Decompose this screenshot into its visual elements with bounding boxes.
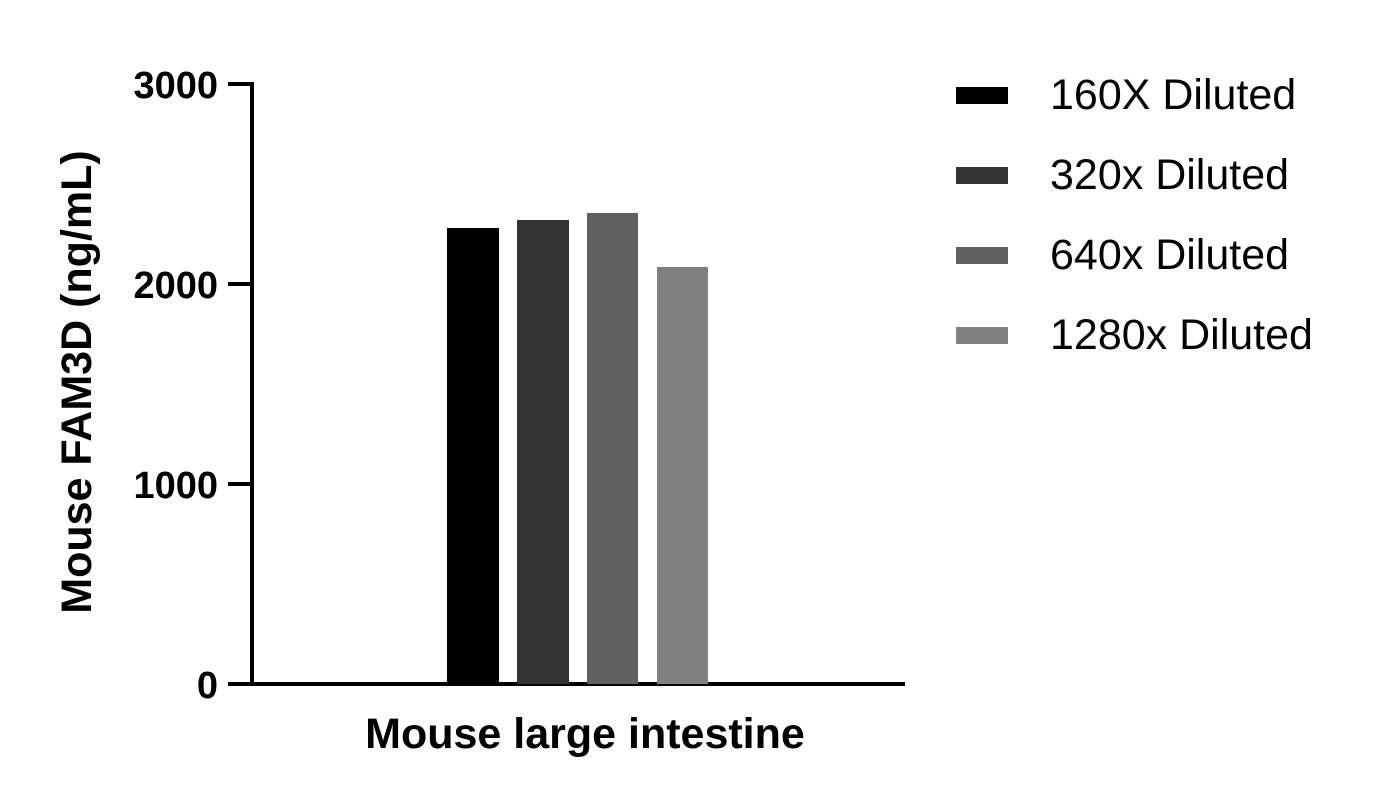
- legend-swatch: [956, 247, 1008, 264]
- y-tick-label-1000: 1000: [133, 465, 218, 507]
- bars: [447, 213, 708, 684]
- bar-640x-diluted: [587, 213, 638, 684]
- y-tick-label-3000: 3000: [133, 65, 218, 107]
- legend-label: 320x Diluted: [1050, 151, 1290, 199]
- legend-label: 1280x Diluted: [1050, 311, 1313, 359]
- legend-item-1280x: 1280x Diluted: [956, 310, 1376, 360]
- bar-1280x-diluted: [657, 267, 708, 684]
- legend-item-320x: 320x Diluted: [956, 150, 1376, 200]
- y-tick-label-0: 0: [197, 665, 218, 707]
- legend-label: 160X Diluted: [1050, 71, 1297, 119]
- legend-swatch: [956, 327, 1008, 344]
- legend-swatch: [956, 167, 1008, 184]
- legend-item-640x: 640x Diluted: [956, 230, 1376, 280]
- legend-item-160x: 160X Diluted: [956, 70, 1376, 120]
- legend-label: 640x Diluted: [1050, 231, 1290, 279]
- legend-swatch: [956, 87, 1008, 104]
- x-axis-title: Mouse large intestine: [365, 710, 805, 758]
- y-tick-label-2000: 2000: [133, 265, 218, 307]
- y-ticks: [228, 82, 252, 486]
- bar-160x-diluted: [447, 228, 499, 684]
- y-axis-title: Mouse FAM3D (ng/mL): [53, 150, 101, 613]
- y-tick-labels: 3000 2000 1000 0: [133, 65, 218, 707]
- bar-320x-diluted: [517, 220, 569, 684]
